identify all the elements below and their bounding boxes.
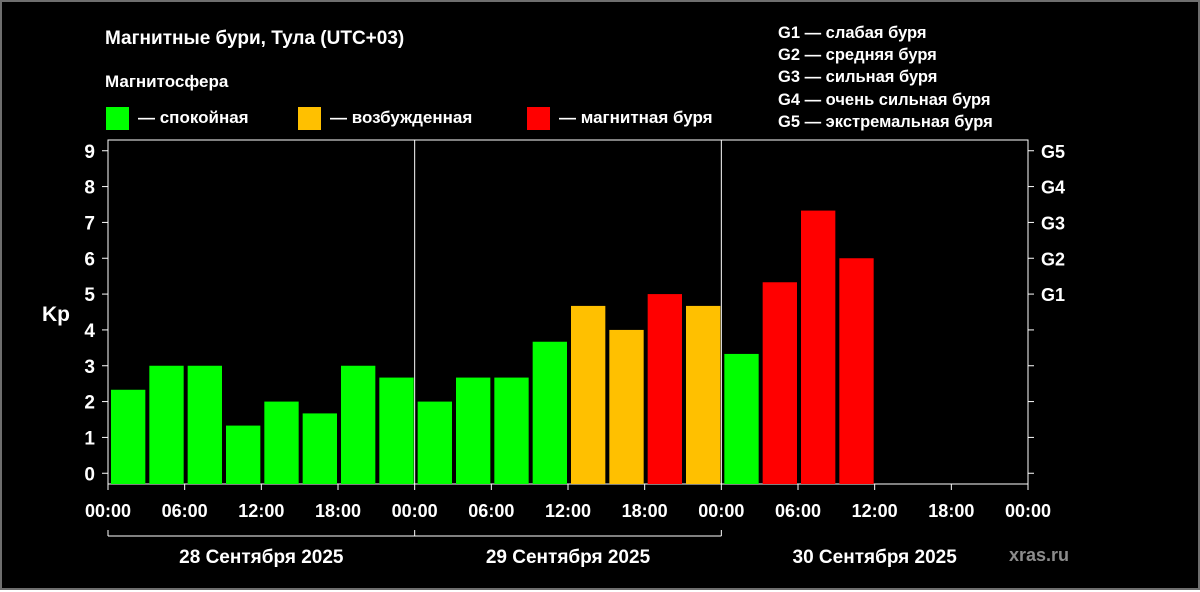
x-tick-label: 00:00 (698, 501, 744, 521)
y-tick-label: 1 (84, 428, 95, 449)
legend-item-quiet: — спокойная (106, 106, 249, 130)
kp-bar (532, 341, 567, 484)
g-scale-item-g4: G4 — очень сильная буря (778, 90, 991, 109)
kp-bar (571, 305, 606, 484)
y-axis-label: Kp (42, 303, 70, 326)
x-tick-label: 00:00 (392, 501, 438, 521)
x-tick-label: 18:00 (315, 501, 361, 521)
y-tick-label: 9 (84, 142, 95, 163)
legend-label-quiet: — спокойная (138, 108, 249, 127)
x-tick-label: 00:00 (85, 501, 131, 521)
legend-label-active: — возбужденная (330, 108, 473, 127)
g-level-label: G3 (1041, 213, 1065, 233)
kp-bar (609, 329, 644, 484)
g-level-label: G1 (1041, 285, 1065, 305)
x-tick-label: 06:00 (468, 501, 514, 521)
kp-bar (839, 258, 874, 484)
kp-bar (264, 401, 299, 484)
g-scale-item-g2: G2 — средняя буря (778, 46, 937, 65)
legend-item-storm: — магнитная буря (527, 106, 713, 130)
kp-bar (379, 377, 414, 484)
kp-bar (494, 377, 529, 484)
legend-item-active: — возбужденная (298, 106, 472, 130)
x-tick-label: 18:00 (928, 501, 974, 521)
x-tick-label: 12:00 (545, 501, 591, 521)
kp-bar (417, 401, 452, 484)
magnetosphere-label: Магнитосфера (105, 72, 229, 91)
kp-bar (801, 210, 836, 484)
x-tick-label: 12:00 (852, 501, 898, 521)
kp-bar (149, 365, 184, 484)
y-tick-label: 5 (84, 285, 95, 306)
g-scale-item-g5: G5 — экстремальная буря (778, 112, 993, 131)
x-tick-label: 06:00 (162, 501, 208, 521)
chart-title: Магнитные бури, Тула (UTC+03) (105, 28, 405, 49)
y-tick-label: 3 (84, 357, 95, 378)
legend-swatch-active (298, 106, 321, 130)
day-label: 29 Сентября 2025 (486, 547, 651, 568)
legend-swatch-storm (527, 106, 550, 130)
kp-bar (647, 294, 682, 484)
y-tick-label: 2 (84, 393, 95, 414)
kp-bar (456, 377, 491, 484)
legend-label-storm: — магнитная буря (559, 108, 713, 127)
legend-swatch-quiet (106, 106, 129, 130)
y-tick-label: 8 (84, 178, 95, 199)
y-tick-label: 4 (84, 321, 95, 342)
g-level-label: G2 (1041, 249, 1065, 269)
kp-bar (302, 413, 337, 484)
kp-bar (187, 365, 222, 484)
kp-bar (111, 389, 146, 484)
kp-bar (762, 282, 797, 484)
x-tick-label: 00:00 (1005, 501, 1051, 521)
kp-bar (686, 305, 721, 484)
g-scale-item-g3: G3 — сильная буря (778, 68, 938, 87)
kp-bar (226, 425, 261, 484)
g-level-label: G4 (1041, 178, 1065, 198)
watermark: xras.ru (1009, 545, 1070, 565)
day-label: 28 Сентября 2025 (179, 547, 344, 568)
x-tick-label: 12:00 (238, 501, 284, 521)
kp-bar (341, 365, 376, 484)
y-tick-label: 7 (84, 213, 95, 234)
g-level-label: G5 (1041, 142, 1065, 162)
x-tick-label: 18:00 (622, 501, 668, 521)
kp-bar (724, 353, 759, 484)
g-scale-list: G1 — слабая буря G2 — средняя буря G3 — … (778, 22, 993, 133)
x-tick-label: 06:00 (775, 501, 821, 521)
y-tick-label: 0 (84, 464, 95, 485)
day-label: 30 Сентября 2025 (793, 547, 958, 568)
y-tick-label: 6 (84, 249, 95, 270)
g-scale-item-g1: G1 — слабая буря (778, 24, 927, 42)
